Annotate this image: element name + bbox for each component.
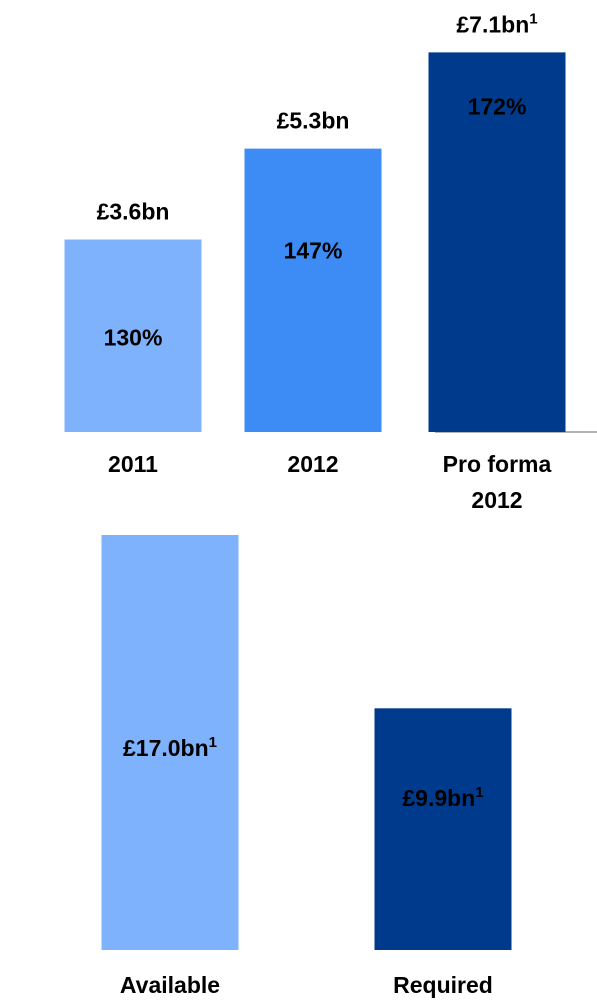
x-tick-label: 2011 (108, 451, 158, 477)
bar (374, 708, 512, 950)
footnote-mark: 1 (209, 734, 217, 751)
bar (244, 148, 382, 433)
value-label: £9.9bn1 (402, 784, 483, 811)
bar-annotation: 130% (104, 325, 163, 351)
value-text: £5.3bn (277, 108, 350, 134)
bar-annotation: 172% (468, 93, 527, 119)
value-text: £3.6bn (97, 199, 170, 225)
value-label: £17.0bn1 (123, 734, 217, 761)
bar (428, 52, 566, 433)
x-tick-label: Pro forma (443, 451, 552, 477)
x-tick-label: Available (120, 972, 220, 998)
x-tick-label: 2012 (287, 451, 338, 477)
value-label: £3.6bn (97, 199, 170, 225)
x-tick-label: 2012 (471, 487, 522, 513)
x-tick-label: Required (393, 972, 493, 998)
bar (64, 239, 202, 432)
bar (101, 535, 239, 950)
footnote-mark: 1 (529, 10, 537, 27)
value-text: £9.9bn (402, 785, 475, 811)
value-text: £7.1bn (456, 11, 529, 37)
value-text: £17.0bn (123, 735, 209, 761)
bar-annotation: 147% (284, 238, 343, 264)
footnote-mark: 1 (475, 784, 483, 801)
value-label: £7.1bn1 (456, 10, 537, 37)
value-label: £5.3bn (277, 108, 350, 134)
